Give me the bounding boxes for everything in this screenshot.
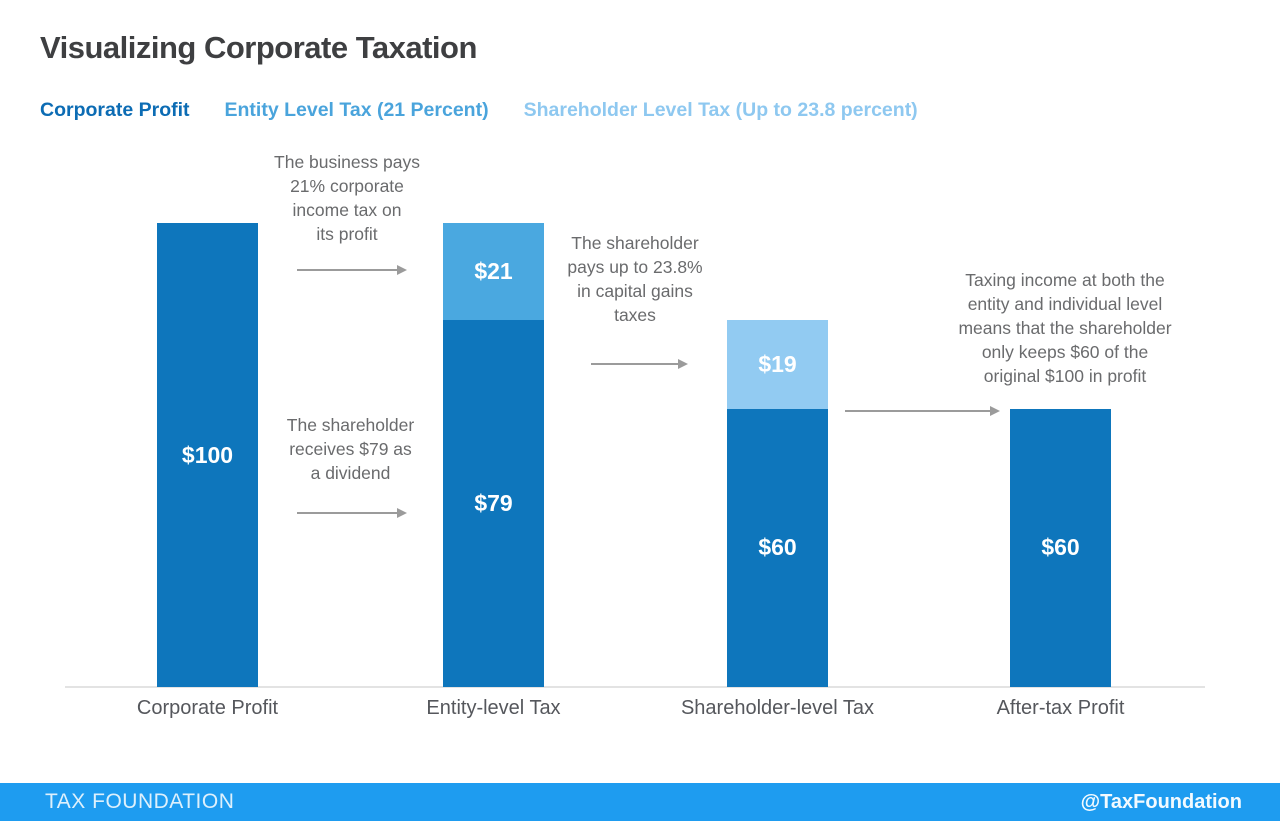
- annotation-entity-tax: The business pays 21% corporate income t…: [274, 152, 420, 244]
- bar-segment: $60: [727, 408, 828, 687]
- arrow-right-icon: [845, 406, 1000, 416]
- bar-value-label: $79: [474, 490, 513, 517]
- legend-item-shareholder-level-tax: Shareholder Level Tax (Up to 23.8 percen…: [523, 99, 918, 121]
- arrow-right-icon: [591, 359, 688, 369]
- footer-bar: TAX FOUNDATION @TaxFoundation: [0, 783, 1280, 821]
- bar-value-label: $21: [474, 258, 513, 285]
- bar-segment: $100: [157, 223, 258, 687]
- arrow-right-icon: [297, 508, 407, 518]
- legend-item-entity-level-tax: Entity Level Tax (21 Percent): [224, 99, 489, 121]
- page-title: Visualizing Corporate Taxation: [40, 30, 477, 65]
- legend-item-corporate-profit: Corporate Profit: [40, 99, 190, 121]
- bar-segment: $60: [1010, 408, 1111, 687]
- annotation-capital-gains: The shareholder pays up to 23.8% in capi…: [567, 233, 703, 325]
- annotation-dividend: The shareholder receives $79 as a divide…: [286, 415, 415, 483]
- arrow-right-icon: [297, 265, 407, 275]
- category-label: Entity-level Tax: [426, 697, 561, 719]
- category-label: Corporate Profit: [136, 697, 279, 719]
- twitter-handle: @TaxFoundation: [1080, 790, 1242, 813]
- bar-segment: $79: [443, 320, 544, 687]
- brand-name: TAX FOUNDATION: [45, 790, 235, 813]
- bar-segment: $21: [443, 223, 544, 321]
- category-label: After-tax Profit: [996, 697, 1125, 719]
- bar-value-label: $60: [758, 534, 797, 561]
- bar-segment: $19: [727, 320, 828, 409]
- bar-value-label: $60: [1041, 534, 1080, 561]
- bar-value-label: $19: [758, 351, 797, 378]
- bar-value-label: $100: [181, 441, 234, 468]
- category-label: Shareholder-level Tax: [680, 697, 875, 719]
- legend: Corporate Profit Entity Level Tax (21 Pe…: [40, 99, 918, 122]
- annotation-summary: Taxing income at both the entity and ind…: [958, 270, 1172, 386]
- x-axis-line: [65, 686, 1205, 688]
